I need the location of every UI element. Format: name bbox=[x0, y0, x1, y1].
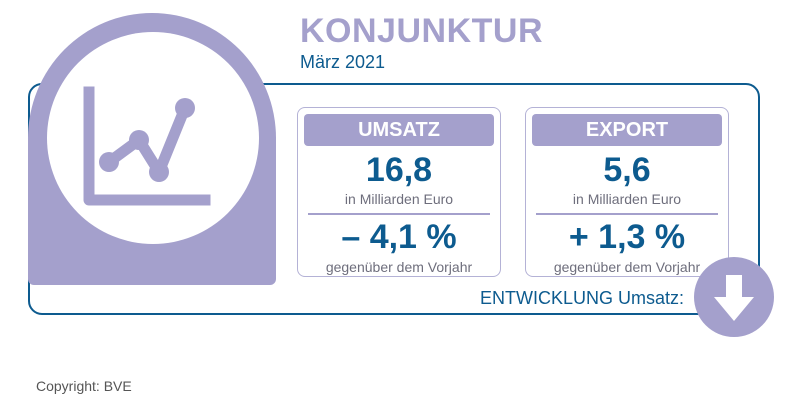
card-export-divider bbox=[536, 213, 718, 215]
card-umsatz-value: 16,8 bbox=[365, 151, 433, 189]
line-chart-icon bbox=[83, 86, 211, 206]
page-date: März 2021 bbox=[300, 52, 386, 72]
page-title: KONJUNKTUR bbox=[300, 12, 543, 50]
card-export-label: EXPORT bbox=[532, 114, 722, 146]
card-umsatz-unit: in Milliarden Euro bbox=[344, 191, 454, 207]
trend-indicator bbox=[694, 257, 774, 337]
card-export-unit: in Milliarden Euro bbox=[572, 191, 682, 207]
arrow-down-icon bbox=[714, 275, 754, 321]
card-export-change: + 1,3 % bbox=[568, 218, 686, 256]
card-export-value: 5,6 bbox=[603, 151, 651, 189]
card-umsatz-note: gegenüber dem Vorjahr bbox=[325, 259, 473, 275]
trend-label: ENTWICKLUNG Umsatz: bbox=[480, 288, 685, 308]
card-export-note: gegenüber dem Vorjahr bbox=[553, 259, 701, 275]
chart-badge-inner bbox=[47, 32, 259, 244]
card-umsatz-divider bbox=[308, 213, 490, 215]
copyright: Copyright: BVE bbox=[36, 378, 132, 394]
card-umsatz-change: – 4,1 % bbox=[341, 218, 457, 256]
card-umsatz: UMSATZ 16,8 in Milliarden Euro – 4,1 % g… bbox=[297, 107, 501, 277]
card-export: EXPORT 5,6 in Milliarden Euro + 1,3 % ge… bbox=[525, 107, 729, 277]
card-umsatz-label: UMSATZ bbox=[304, 114, 494, 146]
